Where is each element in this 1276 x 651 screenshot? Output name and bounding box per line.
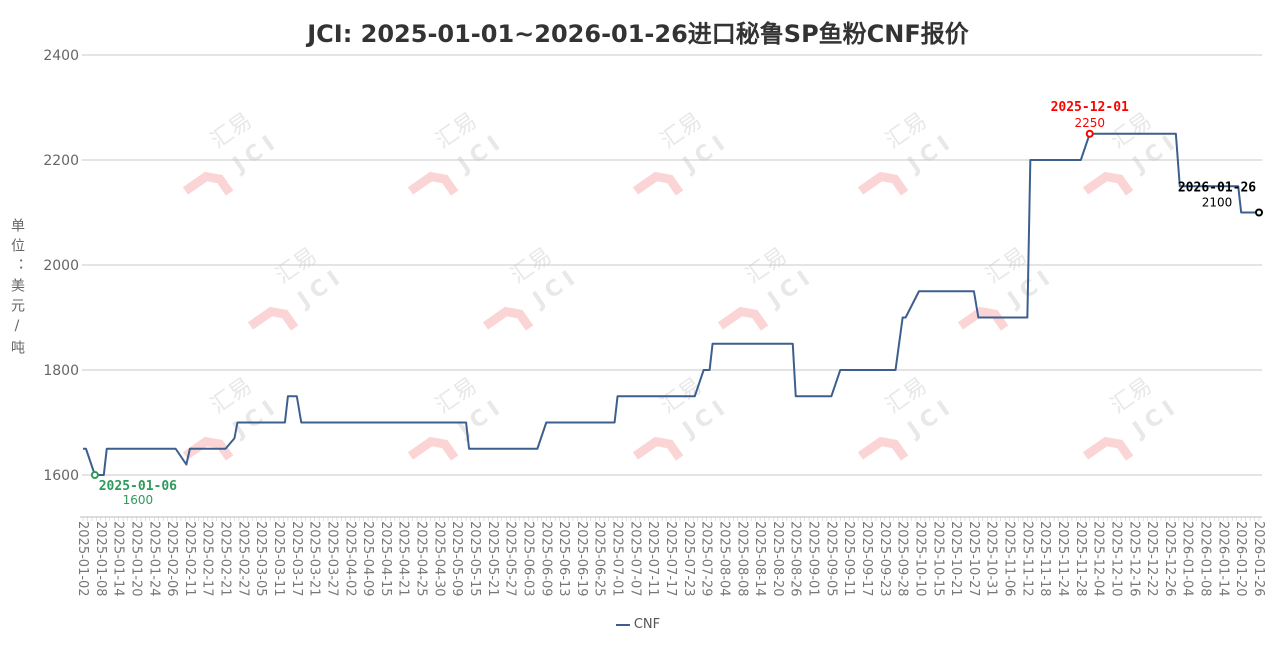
y-tick-label: 1800 xyxy=(43,363,79,379)
x-tick-label: 2025-05-21 xyxy=(485,521,500,597)
last-marker xyxy=(1255,208,1263,217)
y-tick-label: 2200 xyxy=(43,153,79,169)
watermark-logo: 汇易 JCI xyxy=(407,108,510,196)
x-tick-label: 2025-11-12 xyxy=(1019,521,1034,597)
watermark-logo: 汇易 JCI xyxy=(632,108,735,196)
x-tick-label: 2025-08-26 xyxy=(788,521,803,597)
x-tick-label: 2025-03-27 xyxy=(324,521,339,597)
watermark-logo: 汇易 JCI xyxy=(182,108,285,196)
x-tick-label: 2025-08-20 xyxy=(770,521,785,597)
x-tick-label: 2025-08-14 xyxy=(752,521,767,597)
x-tick-label: 2025-01-24 xyxy=(146,521,161,597)
y-tick-label: 2400 xyxy=(43,48,79,64)
x-tick-label: 2026-01-04 xyxy=(1180,521,1195,597)
x-tick-label: 2025-09-05 xyxy=(823,521,838,597)
watermark-logo: 汇易 JCI xyxy=(857,373,960,461)
x-tick-label: 2025-12-16 xyxy=(1126,521,1141,597)
x-tick-label: 2025-11-06 xyxy=(1002,521,1017,597)
x-tick-label: 2025-09-01 xyxy=(806,521,821,597)
x-tick-label: 2025-04-30 xyxy=(431,521,446,597)
x-tick-label: 2025-07-01 xyxy=(610,521,625,597)
x-tick-label: 2025-12-22 xyxy=(1144,521,1159,597)
legend[interactable]: CNF xyxy=(0,617,1276,632)
y-tick-label: 1600 xyxy=(43,468,79,484)
series-line-cnf xyxy=(83,132,1259,476)
x-tick-label: 2025-04-15 xyxy=(378,521,393,597)
x-tick-label: 2025-05-27 xyxy=(503,521,518,597)
min-marker xyxy=(90,471,99,479)
x-tick-label: 2025-10-15 xyxy=(930,521,945,597)
x-tick-label: 2025-09-23 xyxy=(877,521,892,597)
x-tick-label: 2025-01-20 xyxy=(128,521,143,597)
y-axis-unit-label: 单位：美元/吨 xyxy=(9,218,25,360)
max-value-label: 2250 xyxy=(1074,116,1105,130)
watermark-logo: 汇易 JCI xyxy=(482,243,585,331)
x-tick-label: 2025-12-26 xyxy=(1162,521,1177,597)
last-date-label: 2026-01-26 xyxy=(1178,181,1256,196)
x-tick-label: 2025-02-21 xyxy=(218,521,233,597)
watermark-logo: 汇易 JCI xyxy=(957,243,1060,331)
x-tick-label: 2025-02-11 xyxy=(182,521,197,597)
x-tick-label: 2025-02-17 xyxy=(200,521,215,597)
x-tick-label: 2026-01-26 xyxy=(1251,521,1266,597)
x-tick-label: 2025-06-19 xyxy=(574,521,589,597)
x-tick-label: 2025-11-28 xyxy=(1073,521,1088,597)
x-tick-label: 2025-04-09 xyxy=(360,521,375,597)
min-value-label: 1600 xyxy=(123,493,154,507)
max-date-label: 2025-12-01 xyxy=(1051,100,1129,115)
x-tick-label: 2025-03-05 xyxy=(253,521,268,597)
x-tick-label: 2025-10-31 xyxy=(984,521,999,597)
x-tick-label: 2026-01-14 xyxy=(1215,521,1230,597)
x-tick-label: 2025-03-17 xyxy=(289,521,304,597)
watermark-logo: 汇易 JCI xyxy=(717,243,820,331)
x-tick-label: 2025-12-10 xyxy=(1108,521,1123,597)
x-tick-label: 2025-06-25 xyxy=(592,521,607,597)
x-tick-label: 2025-07-07 xyxy=(627,521,642,597)
legend-label: CNF xyxy=(633,617,661,632)
x-tick-label: 2025-08-08 xyxy=(734,521,749,597)
watermark-logo: 汇易 JCI xyxy=(1082,373,1185,461)
x-tick-label: 2025-10-27 xyxy=(966,521,981,597)
max-marker xyxy=(1085,129,1094,138)
x-tick-label: 2025-12-04 xyxy=(1091,521,1106,597)
legend-swatch xyxy=(615,623,630,626)
x-tick-label: 2025-07-29 xyxy=(699,521,714,597)
x-tick-label: 2025-07-11 xyxy=(645,521,660,597)
x-tick-label: 2025-05-15 xyxy=(467,521,482,597)
x-tick-label: 2025-04-25 xyxy=(414,521,429,597)
x-tick-label: 2025-05-09 xyxy=(449,521,464,597)
chart-title: JCI: 2025-01-01~2026-01-26进口秘鲁SP鱼粉CNF报价 xyxy=(307,20,969,48)
watermark-logo: 汇易 JCI xyxy=(247,243,350,331)
x-tick-label: 2025-04-21 xyxy=(396,521,411,597)
x-tick-label: 2025-02-06 xyxy=(164,521,179,597)
x-tick-label: 2025-06-13 xyxy=(556,521,571,597)
x-tick-label: 2025-09-28 xyxy=(895,521,910,597)
x-tick-label: 2025-10-10 xyxy=(912,521,927,597)
x-tick-label: 2025-03-21 xyxy=(307,521,322,597)
watermark-logo: 汇易 JCI xyxy=(632,373,735,461)
x-tick-label: 2025-06-09 xyxy=(538,521,553,597)
x-tick-label: 2025-11-18 xyxy=(1037,521,1052,597)
x-tick-label: 2025-06-03 xyxy=(520,521,535,597)
x-tick-label: 2025-03-11 xyxy=(271,521,286,597)
x-tick-label: 2025-07-23 xyxy=(681,521,696,597)
x-tick-label: 2025-09-17 xyxy=(859,521,874,597)
last-value-label: 2100 xyxy=(1202,196,1233,210)
x-tick-label: 2025-08-04 xyxy=(716,521,731,597)
y-tick-label: 2000 xyxy=(43,258,79,274)
x-tick-label: 2025-01-08 xyxy=(93,521,108,597)
x-tick-label: 2026-01-08 xyxy=(1198,521,1213,597)
x-tick-label: 2025-04-02 xyxy=(342,521,357,597)
x-tick-label: 2025-11-24 xyxy=(1055,521,1070,597)
watermark-logo: 汇易 JCI xyxy=(857,108,960,196)
x-tick-label: 2025-01-02 xyxy=(75,521,90,597)
x-tick-label: 2026-01-20 xyxy=(1233,521,1248,597)
x-tick-label: 2025-09-11 xyxy=(841,521,856,597)
x-tick-label: 2025-01-14 xyxy=(111,521,126,597)
x-tick-label: 2025-10-21 xyxy=(948,521,963,597)
x-tick-label: 2025-07-17 xyxy=(663,521,678,597)
min-date-label: 2025-01-06 xyxy=(99,479,177,494)
x-tick-label: 2025-02-27 xyxy=(235,521,250,597)
